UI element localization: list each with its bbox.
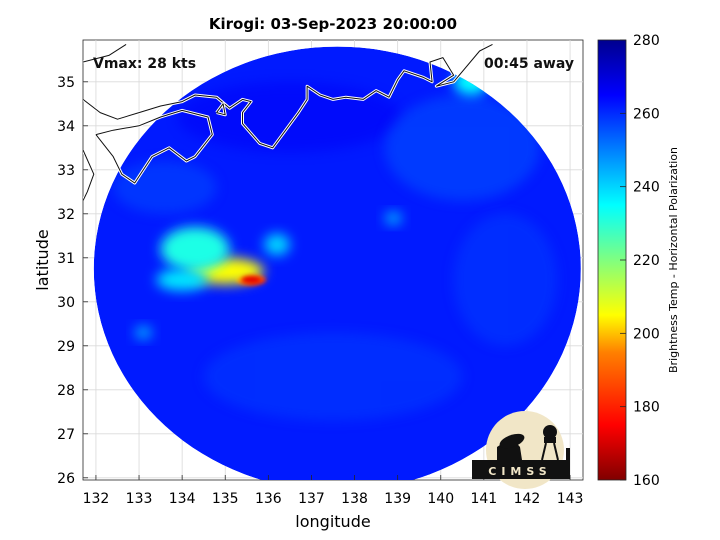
swath-texture [177, 81, 402, 153]
y-axis-label: latitude [33, 229, 52, 290]
x-tick-label: 140 [427, 491, 454, 507]
swath-texture [203, 332, 463, 421]
x-tick-label: 136 [255, 491, 282, 507]
map-title: Kirogi: 03-Sep-2023 20:00:00 [209, 15, 457, 33]
cold-feature [384, 211, 402, 225]
brightness-temp-swath [93, 46, 581, 480]
x-tick-label: 133 [126, 491, 153, 507]
x-tick-label: 134 [169, 491, 196, 507]
y-tick-label: 26 [57, 471, 75, 487]
y-tick-label: 33 [57, 163, 75, 179]
x-tick-labels: 132 133 134 135 136 137 138 139 140 141 142 143 [83, 475, 584, 507]
y-tick-labels: 26 27 28 29 30 31 32 33 34 35 [57, 75, 88, 487]
y-tick-label: 32 [57, 207, 75, 223]
time-away-label: 00:45 away [484, 56, 574, 72]
x-tick-label: 139 [384, 491, 411, 507]
colorbar-tick-label: 180 [633, 400, 660, 416]
swath-texture [113, 161, 217, 214]
y-tick-label: 28 [57, 383, 75, 399]
x-tick-label: 137 [298, 491, 325, 507]
swath-texture [453, 213, 558, 346]
cold-core [241, 275, 262, 284]
y-tick-label: 27 [57, 427, 75, 443]
y-tick-label: 35 [57, 75, 75, 91]
cimss-logo-text: CIMSS [488, 465, 551, 478]
coastlines [83, 43, 494, 202]
colorbar-tick-labels: 160 180 200 220 240 260 280 [620, 33, 660, 489]
y-tick-label: 31 [57, 251, 75, 267]
y-tick-label: 30 [57, 295, 75, 311]
x-tick-label: 138 [341, 491, 368, 507]
cimss-logo: CIMSS [472, 411, 570, 489]
coastline [83, 149, 95, 201]
y-tick-label: 34 [57, 119, 75, 135]
colorbar-tick-label: 260 [633, 106, 660, 122]
cold-feature [134, 326, 152, 340]
map-layers [83, 40, 583, 480]
colorbar-label: Brightness Temp - Horizontal Polarizatio… [667, 147, 680, 373]
vmax-label: Vmax: 28 kts [93, 56, 196, 72]
x-tick-label: 132 [83, 491, 110, 507]
swath-texture [384, 95, 540, 201]
colorbar-tick-label: 200 [633, 326, 660, 342]
swath-fill [93, 46, 581, 480]
x-tick-label: 135 [212, 491, 239, 507]
x-axis-label: longitude [295, 512, 370, 531]
y-tick-label: 29 [57, 339, 75, 355]
x-tick-label: 143 [557, 491, 584, 507]
x-tick-label: 141 [470, 491, 497, 507]
coastline [95, 109, 213, 184]
colorbar-tick-label: 240 [633, 180, 660, 196]
x-tick-label: 142 [514, 491, 541, 507]
coastline [83, 43, 493, 149]
cold-feature [264, 233, 290, 256]
coastline [83, 43, 127, 63]
colorbar-tick-label: 280 [633, 33, 660, 49]
cold-feature [156, 268, 208, 291]
colorbar-tick-label: 160 [633, 473, 660, 489]
colorbar-tick-label: 220 [633, 253, 660, 269]
coastline [216, 103, 226, 116]
cold-feature [160, 227, 230, 271]
